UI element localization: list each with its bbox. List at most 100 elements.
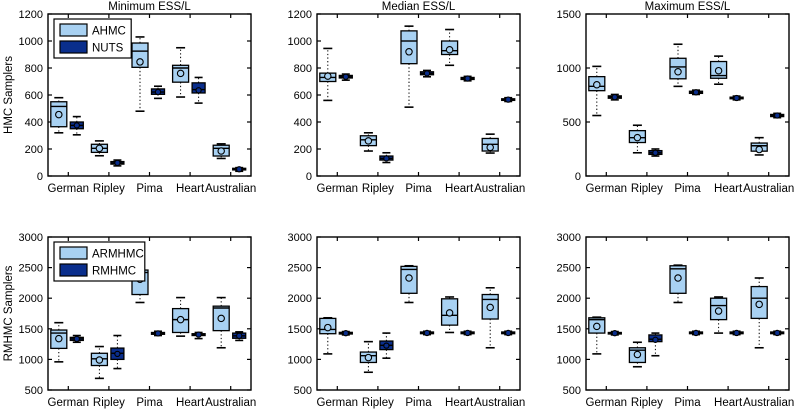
mean-marker	[405, 274, 413, 282]
x-tick-label: Australian	[205, 183, 256, 195]
x-tick-label: German	[48, 397, 90, 409]
box-ARMHMC-Ripley	[359, 340, 378, 374]
x-tick-label: Pima	[674, 397, 701, 409]
y-tick-label: 2500	[557, 263, 581, 275]
y-tick-label: 1000	[19, 354, 43, 366]
y-tick-label: 3000	[288, 232, 312, 244]
box-NUTS-Heart	[729, 94, 744, 102]
y-axis: 500 1000 1500 2000 2500 3000	[557, 232, 789, 397]
mean-marker	[611, 330, 618, 337]
legend-label-RMHMC: RMHMC	[92, 266, 136, 278]
box-ARMHMC-Pima	[400, 264, 418, 304]
mean-marker	[405, 48, 413, 56]
mean-marker	[342, 73, 349, 80]
axes	[316, 13, 521, 177]
x-tick-label: Australian	[743, 397, 794, 409]
y-tick-label: 500	[563, 117, 581, 129]
box-ARMHMC-Australian	[212, 296, 230, 349]
x-tick-label: Pima	[405, 183, 432, 195]
mean-marker	[324, 323, 332, 332]
x-axis: German Ripley Pima Heart Australian	[586, 237, 794, 409]
box-AHMC-Pima	[400, 25, 418, 108]
box-AHMC-German	[588, 65, 606, 117]
y-tick-label: 2000	[557, 293, 581, 305]
box-ARMHMC-Pima	[669, 264, 687, 304]
box-NUTS-Pima	[419, 69, 435, 78]
mean-marker	[236, 166, 243, 173]
mean-marker	[464, 75, 471, 82]
y-tick-label: 600	[294, 90, 312, 102]
x-tick-label: German	[317, 183, 359, 195]
box-AHMC-Pima	[131, 36, 149, 112]
y-tick-label: 0	[306, 171, 312, 183]
box-NUTS-Ripley	[110, 159, 125, 167]
mean-marker	[195, 331, 202, 338]
mean-marker	[593, 322, 601, 331]
x-tick-label: Australian	[205, 397, 256, 409]
mean-marker	[55, 334, 63, 343]
x-tick-label: German	[586, 183, 628, 195]
mean-marker	[383, 342, 390, 349]
x-tick-label: Australian	[474, 397, 525, 409]
box-RMHMC-Heart	[191, 331, 206, 340]
y-tick-label: 0	[575, 171, 581, 183]
mean-marker	[692, 329, 700, 337]
box-NUTS-German	[338, 73, 353, 81]
y-tick-label: 500	[294, 385, 312, 397]
box-NUTS-Australian	[232, 166, 247, 173]
y-tick-label: 400	[25, 117, 43, 129]
box-RMHMC-Pima	[150, 330, 166, 337]
y-tick-label: 2500	[19, 263, 43, 275]
x-tick-label: Heart	[176, 397, 205, 409]
mean-marker	[95, 144, 104, 153]
y-axis-label: RMHMC Samplers	[3, 265, 15, 361]
mean-marker	[755, 145, 763, 154]
mean-marker	[774, 329, 781, 337]
box-NUTS-Australian	[501, 96, 516, 103]
mean-marker	[73, 335, 80, 343]
legend-label-ARMHMC: ARMHMC	[92, 249, 144, 261]
y-tick-label: 2000	[19, 293, 43, 305]
box-RMHMC-Heart	[729, 329, 744, 337]
x-tick-label: Ripley	[631, 397, 663, 409]
chart-minimum-ess-hmc: 0 200 400 600 800 1000 1200 German Ripley Pima Hea…	[3, 1, 256, 195]
y-axis: 0 200 400 600 800 1000 1200	[19, 9, 251, 183]
box-ARMHMC-German	[50, 321, 68, 363]
x-tick-label: Heart	[445, 397, 474, 409]
box-RMHMC-German	[338, 330, 353, 337]
box-AHMC-German	[319, 47, 337, 102]
y-tick-label: 2500	[288, 263, 312, 275]
x-tick-label: Heart	[714, 397, 743, 409]
mean-marker	[324, 72, 332, 80]
subplot-maximum-ess-rmhmc: 500 1000 1500 2000 2500 3000 German Ripley Pima H…	[538, 207, 808, 414]
mean-marker	[464, 329, 471, 337]
box-NUTS-Ripley	[648, 148, 663, 157]
x-tick-label: Heart	[445, 183, 474, 195]
mean-marker	[633, 350, 642, 359]
legend-swatch-ARMHMC	[59, 246, 88, 260]
box-ARMHMC-Heart	[171, 296, 190, 337]
box-NUTS-Ripley	[379, 151, 394, 164]
mean-marker	[652, 149, 659, 156]
box-AHMC-Ripley	[90, 140, 109, 157]
chart-title: Median ESS/L	[382, 1, 456, 13]
y-tick-label: 600	[25, 90, 43, 102]
mean-marker	[364, 137, 373, 145]
mean-marker	[674, 68, 682, 76]
box-AHMC-Pima	[669, 43, 687, 88]
y-axis-label: HMC Samplers	[3, 56, 15, 134]
box-RMHMC-Australian	[770, 329, 785, 337]
y-tick-label: 1500	[19, 324, 43, 336]
y-tick-label: 3000	[19, 232, 43, 244]
mean-marker	[176, 315, 185, 324]
y-tick-label: 200	[294, 144, 312, 156]
box-AHMC-Ripley	[359, 132, 378, 152]
y-tick-label: 500	[563, 385, 581, 397]
y-tick-label: 1000	[19, 36, 43, 48]
legend-swatch-RMHMC	[59, 263, 88, 277]
mean-marker	[114, 350, 121, 358]
box-NUTS-Heart	[191, 76, 206, 104]
legend-label-AHMC: AHMC	[92, 26, 126, 38]
x-tick-label: Pima	[674, 183, 701, 195]
